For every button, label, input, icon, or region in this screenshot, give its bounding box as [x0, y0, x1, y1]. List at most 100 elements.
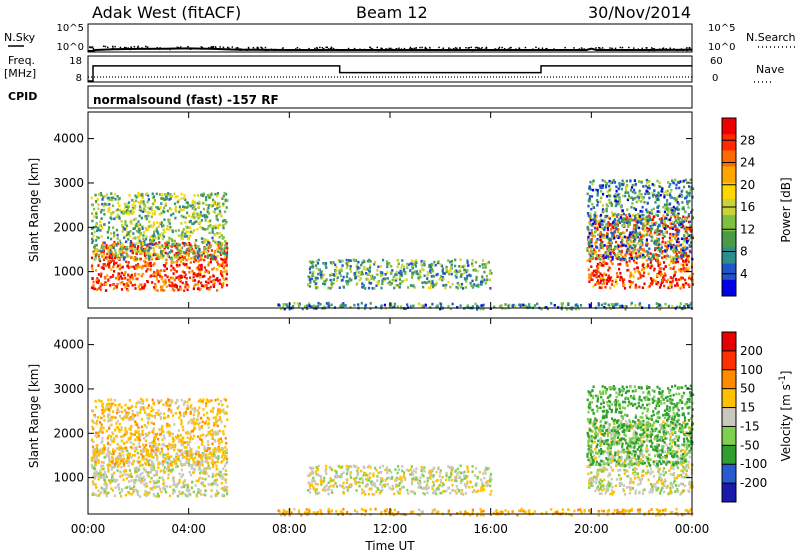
- range-gate-cell: [596, 257, 600, 260]
- range-gate-cell: [106, 274, 109, 277]
- nsky-point: [104, 45, 107, 48]
- range-gate-cell: [115, 243, 118, 246]
- range-gate-cell: [484, 266, 487, 269]
- range-gate-cell: [121, 280, 124, 284]
- range-gate-cell: [198, 215, 201, 219]
- range-gate-cell: [593, 220, 596, 224]
- range-gate-cell: [186, 495, 189, 498]
- range-gate-cell: [206, 239, 209, 243]
- range-gate-cell: [160, 269, 163, 272]
- range-gate-cell: [173, 242, 176, 246]
- range-gate-cell: [676, 208, 679, 211]
- range-gate-cell: [455, 285, 458, 289]
- range-gate-cell: [170, 411, 173, 414]
- range-gate-cell: [221, 274, 224, 277]
- range-gate-cell: [143, 493, 146, 496]
- range-gate-cell: [220, 214, 223, 218]
- nsky-point: [665, 48, 667, 50]
- range-gate-cell: [466, 269, 469, 272]
- range-gate-cell: [454, 264, 457, 268]
- range-gate-cell: [147, 474, 150, 478]
- range-gate-cell: [606, 190, 609, 193]
- range-gate-cell: [156, 289, 159, 292]
- nsky-point: [680, 48, 683, 50]
- range-gate-cell: [167, 473, 170, 476]
- nsky-point: [89, 46, 92, 48]
- range-gate-cell: [138, 265, 141, 269]
- range-gate-cell: [90, 232, 94, 235]
- range-gate-cell: [361, 282, 364, 285]
- range-gate-cell: [141, 471, 144, 475]
- range-gate-cell: [330, 281, 333, 284]
- range-gate-cell: [138, 476, 141, 480]
- range-gate-cell: [173, 202, 177, 206]
- nsky-point: [494, 48, 496, 50]
- range-gate-cell: [634, 216, 637, 220]
- range-gate-cell: [202, 202, 205, 205]
- range-gate-cell: [220, 271, 223, 274]
- range-gate-cell: [122, 229, 125, 232]
- nsky-point: [354, 48, 356, 50]
- range-gate-cell: [144, 264, 147, 267]
- range-gate-cell: [112, 265, 115, 269]
- range-gate-cell: [197, 245, 200, 248]
- range-gate-cell: [185, 251, 188, 255]
- range-gate-cell: [590, 250, 593, 253]
- range-gate-cell: [624, 258, 627, 261]
- range-gate-cell: [596, 200, 599, 204]
- range-gate-cell: [432, 269, 435, 273]
- range-gate-cell: [561, 303, 564, 307]
- range-gate-cell: [648, 233, 651, 237]
- range-gate-cell: [644, 265, 648, 269]
- range-gate-cell: [653, 241, 656, 245]
- range-gate-cell: [613, 181, 616, 184]
- range-gate-cell: [332, 282, 335, 285]
- range-gate-cell: [114, 478, 117, 482]
- range-gate-cell: [123, 227, 126, 231]
- range-gate-cell: [596, 270, 599, 273]
- range-gate-cell: [667, 286, 670, 290]
- range-gate-cell: [139, 257, 142, 261]
- range-gate-cell: [609, 252, 612, 255]
- range-gate-cell: [124, 459, 127, 463]
- range-gate-cell: [136, 277, 139, 281]
- range-gate-cell: [604, 215, 607, 219]
- range-gate-cell: [398, 285, 401, 289]
- range-gate-cell: [225, 487, 228, 491]
- range-gate-cell: [669, 267, 672, 270]
- range-gate-cell: [201, 240, 204, 244]
- range-gate-cell: [409, 262, 412, 265]
- nsky-point: [408, 48, 411, 50]
- range-gate-cell: [131, 207, 134, 211]
- range-gate-cell: [203, 258, 206, 262]
- range-gate-cell: [628, 221, 631, 224]
- range-gate-cell: [420, 304, 423, 308]
- range-gate-cell: [688, 238, 691, 241]
- nsky-point: [691, 48, 693, 51]
- range-gate-cell: [102, 246, 106, 250]
- range-gate-cell: [117, 264, 120, 268]
- range-gate-cell: [90, 203, 94, 207]
- range-gate-cell: [186, 211, 189, 215]
- range-gate-cell: [592, 285, 595, 288]
- range-gate-cell: [161, 225, 164, 228]
- range-gate-cell: [575, 307, 578, 311]
- range-gate-cell: [198, 264, 201, 267]
- range-gate-cell: [116, 213, 119, 217]
- nsky-point: [459, 49, 461, 51]
- range-gate-cell: [311, 274, 314, 277]
- range-gate-cell: [116, 478, 119, 482]
- range-gate-cell: [117, 483, 120, 486]
- range-gate-cell: [101, 202, 104, 206]
- range-tick-label: 2000: [53, 220, 84, 234]
- range-gate-cell: [99, 249, 102, 253]
- range-gate-cell: [166, 252, 169, 256]
- range-gate-cell: [626, 249, 629, 252]
- range-gate-cell: [638, 192, 641, 195]
- range-gate-cell: [95, 223, 98, 226]
- range-gate-cell: [484, 281, 487, 285]
- range-gate-cell: [198, 200, 201, 204]
- range-gate-cell: [104, 481, 107, 485]
- nsky-point: [347, 47, 350, 50]
- range-gate-cell: [602, 281, 606, 285]
